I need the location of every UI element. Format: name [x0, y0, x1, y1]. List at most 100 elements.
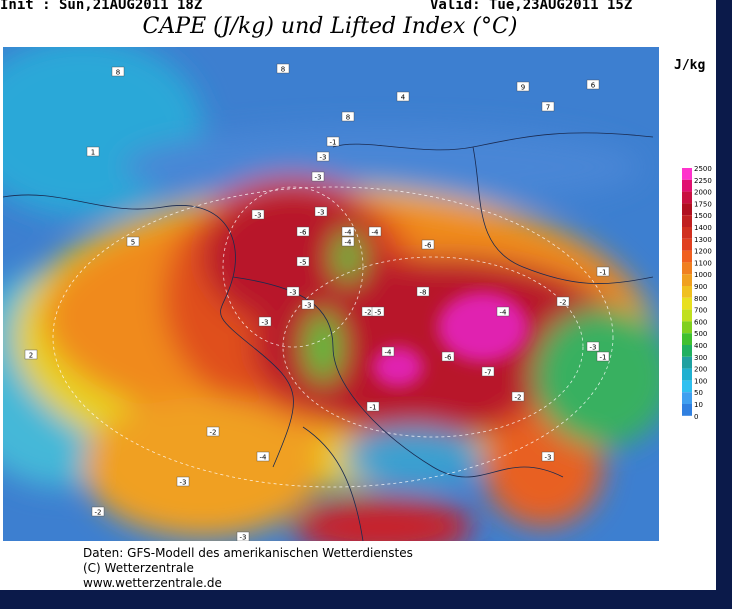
frame-bottom	[0, 590, 732, 609]
color-segment	[682, 404, 692, 416]
lifted-index-label: -6	[300, 229, 308, 237]
colorbar-label: 400	[694, 342, 707, 350]
label-box	[596, 351, 610, 362]
colorbar-label: 100	[694, 377, 707, 385]
lifted-index-label: 5	[131, 239, 135, 247]
label-box	[296, 226, 310, 237]
label-box	[441, 351, 455, 362]
label-box	[556, 296, 570, 307]
colorbar-label: 300	[694, 354, 707, 362]
color-segment	[682, 392, 692, 404]
map-title: CAPE (J/kg) und Lifted Index (°C)	[142, 14, 518, 39]
color-segment	[682, 227, 692, 239]
copyright: (C) Wetterzentrale	[83, 561, 194, 575]
lifted-index-label: 8	[281, 66, 285, 74]
lifted-index-label: -2	[95, 509, 102, 517]
lifted-index-label: -3	[290, 289, 297, 297]
label-box	[596, 266, 610, 277]
lifted-index-label: -3	[545, 454, 552, 462]
lifted-index-label: -3	[180, 479, 187, 487]
colorbar-label: 50	[694, 389, 703, 397]
lifted-index-label: -3	[315, 174, 322, 182]
color-segment	[682, 238, 692, 251]
colorbar-label: 0	[694, 413, 698, 421]
lifted-index-label: -8	[420, 289, 427, 297]
label-box	[24, 349, 38, 360]
data-source: Daten: GFS-Modell des amerikanischen Wet…	[83, 546, 413, 560]
label-box	[541, 451, 555, 462]
label-box	[316, 151, 330, 162]
lifted-index-label: 1	[91, 149, 95, 157]
label-box	[416, 286, 430, 297]
lifted-index-label: 8	[346, 114, 350, 122]
valid-time: Valid: Tue,23AUG2011 15Z	[430, 0, 633, 13]
lifted-index-label: -2	[365, 309, 372, 317]
init-time: Init : Sun,21AUG2011 18Z	[0, 0, 203, 13]
label-box	[421, 239, 435, 250]
label-box	[586, 341, 600, 352]
lifted-index-label: 9	[521, 84, 525, 92]
lifted-index-label: 2	[29, 352, 33, 360]
colorbar-label: 800	[694, 295, 707, 303]
label-box	[296, 256, 310, 267]
colorbar-label: 2500	[694, 165, 712, 173]
lifted-index-label: -1	[600, 269, 607, 277]
label-box	[91, 506, 105, 517]
label-box	[511, 391, 525, 402]
color-segment	[682, 380, 692, 393]
label-box	[258, 316, 272, 327]
color-segment	[682, 321, 692, 334]
label-box	[176, 476, 190, 487]
label-box	[516, 81, 530, 92]
lifted-index-label: -1	[330, 139, 337, 147]
lifted-index-label: -4	[385, 349, 393, 357]
lifted-index-label: -4	[500, 309, 508, 317]
label-box	[371, 306, 385, 317]
colorbar-label: 1200	[694, 248, 712, 256]
label-box	[286, 286, 300, 297]
label-box	[586, 79, 600, 90]
lifted-index-label: -6	[445, 354, 453, 362]
color-segment	[682, 345, 692, 357]
label-box	[366, 401, 380, 412]
label-box	[256, 451, 270, 462]
label-box	[126, 236, 140, 247]
color-segment	[682, 368, 692, 381]
label-box	[341, 111, 355, 122]
lifted-index-label: -7	[485, 369, 492, 377]
colorbar-label: 1000	[694, 271, 712, 279]
colorbar-label: 1300	[694, 236, 712, 244]
label-box	[111, 66, 125, 77]
lifted-index-label: 6	[591, 82, 596, 90]
color-segment	[682, 250, 692, 263]
label-box	[496, 306, 510, 317]
color-segment	[682, 179, 692, 192]
colorbar-label: 200	[694, 366, 707, 374]
color-segment	[682, 297, 692, 310]
label-box	[341, 236, 355, 247]
frame-right	[716, 0, 732, 609]
lifted-index-label: -2	[210, 429, 217, 437]
colorbar-label: 700	[694, 307, 707, 315]
lifted-index-label: 4	[401, 94, 406, 102]
lifted-index-label: -2	[515, 394, 522, 402]
colorbar-label: 1500	[694, 212, 712, 220]
colorbar-label: 10	[694, 401, 703, 409]
color-segment	[682, 215, 692, 227]
lifted-index-label: -3	[240, 534, 247, 542]
colorbar-label: 900	[694, 283, 707, 291]
label-box	[311, 171, 325, 182]
lifted-index-label: -1	[600, 354, 607, 362]
lifted-index-label: 8	[116, 69, 120, 77]
lifted-index-label: -3	[590, 344, 597, 352]
label-box	[236, 531, 250, 541]
lifted-index-label: -6	[425, 242, 433, 250]
label-box	[276, 63, 290, 74]
label-box	[396, 91, 410, 102]
colorbar-label: 2250	[694, 177, 712, 185]
label-box	[381, 346, 395, 357]
color-segment	[682, 168, 692, 180]
label-box	[301, 299, 315, 310]
